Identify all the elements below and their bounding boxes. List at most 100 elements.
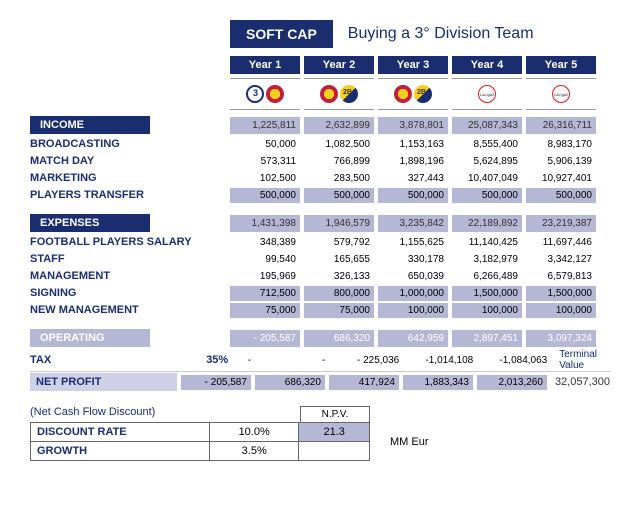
cell-value: 1,500,000 — [526, 286, 596, 301]
discount-rate-label: DISCOUNT RATE — [31, 423, 210, 441]
cell-value: 165,655 — [304, 252, 374, 267]
cell-value: - 205,587 — [181, 375, 251, 390]
cell-value: 50,000 — [230, 137, 300, 152]
cell-value: 573,311 — [230, 154, 300, 169]
cell-value: 1,155,625 — [378, 235, 448, 250]
total-value: 3,878,801 — [378, 117, 448, 134]
year-header: Year 4 — [452, 56, 522, 74]
cell-value: - — [259, 353, 329, 368]
cell-value: 11,140,425 — [452, 235, 522, 250]
row-label: MANAGEMENT — [30, 268, 230, 284]
npv-unit: MM Eur — [390, 436, 429, 448]
cell-value: 327,443 — [378, 171, 448, 186]
total-value: 25,087,343 — [452, 117, 522, 134]
cell-value: 1,898,196 — [378, 154, 448, 169]
cell-value: 75,000 — [304, 303, 374, 318]
cell-value: 11,697,446 — [526, 235, 596, 250]
cell-value: 102,500 — [230, 171, 300, 186]
cell-value: 283,500 — [304, 171, 374, 186]
total-value: 23,219,387 — [526, 215, 596, 232]
cell-value: 5,624,895 — [452, 154, 522, 169]
cell-value: 686,320 — [255, 375, 325, 390]
npv-result: 21.3 — [299, 423, 369, 441]
cell-value: 3,182,979 — [452, 252, 522, 267]
total-value: 1,946,579 — [304, 215, 374, 232]
cell-value: 417,924 — [329, 375, 399, 390]
total-value: 3,235,842 — [378, 215, 448, 232]
year-header: Year 3 — [378, 56, 448, 74]
cell-value: 642,959 — [378, 330, 448, 347]
cell-value: 1,883,343 — [403, 375, 473, 390]
cell-value: 100,000 — [378, 303, 448, 318]
cell-value: 500,000 — [230, 188, 300, 203]
row-label: NEW MANAGEMENT — [30, 302, 230, 318]
cell-value: 330,178 — [378, 252, 448, 267]
year-headers: Year 1Year 2Year 3Year 4Year 5 — [230, 56, 610, 74]
page-title: Buying a 3° Division Team — [348, 25, 534, 43]
tax-pct: 35% — [206, 354, 228, 366]
row-label: BROADCASTING — [30, 136, 230, 152]
total-value: 22,189,892 — [452, 215, 522, 232]
year-header: Year 2 — [304, 56, 374, 74]
cell-value: 712,500 — [230, 286, 300, 301]
cell-value: 6,579,813 — [526, 269, 596, 284]
row-label: SIGNING — [30, 285, 230, 301]
cell-value: - 205,587 — [230, 330, 300, 347]
npv-title: (Net Cash Flow Discount) — [30, 406, 300, 420]
npv-header: N.P.V. — [300, 406, 370, 422]
row-label: STAFF — [30, 251, 230, 267]
cell-value: 500,000 — [304, 188, 374, 203]
cell-value: 500,000 — [526, 188, 596, 203]
section-label: EXPENSES — [30, 214, 150, 232]
cell-value: 8,983,170 — [526, 137, 596, 152]
soft-cap-badge: SOFT CAP — [230, 20, 333, 48]
cell-value: 1,000,000 — [378, 286, 448, 301]
cell-value: 348,389 — [230, 235, 300, 250]
cell-value: 100,000 — [452, 303, 522, 318]
cell-value: 99,540 — [230, 252, 300, 267]
row-label: MATCH DAY — [30, 153, 230, 169]
cell-value: 650,039 — [378, 269, 448, 284]
net-profit-label: NET PROFIT — [30, 373, 177, 391]
row-label: PLAYERS TRANSFER — [30, 187, 230, 203]
cell-value: 1,500,000 — [452, 286, 522, 301]
npv-table: DISCOUNT RATE 10.0% 21.3 GROWTH 3.5% — [30, 422, 370, 461]
total-value: 2,632,899 — [304, 117, 374, 134]
cell-value: 195,969 — [230, 269, 300, 284]
cell-value: 2,013,260 — [477, 375, 547, 390]
cell-value: - 225,036 — [333, 353, 403, 368]
cell-value: 3,342,127 — [526, 252, 596, 267]
cell-value: 326,133 — [304, 269, 374, 284]
cell-value: 1,153,163 — [378, 137, 448, 152]
cell-value: 100,000 — [526, 303, 596, 318]
row-label: FOOTBALL PLAYERS SALARY — [30, 234, 230, 250]
total-value: 1,431,398 — [230, 215, 300, 232]
terminal-value-label: Terminal Value — [559, 349, 610, 371]
row-label: MARKETING — [30, 170, 230, 186]
total-value: 1,225,811 — [230, 117, 300, 134]
cell-value: -1,084,063 — [481, 353, 551, 368]
tax-label: TAX — [30, 354, 51, 366]
year-header: Year 1 — [230, 56, 300, 74]
cell-value: 10,407,049 — [452, 171, 522, 186]
cell-value: 5,906,139 — [526, 154, 596, 169]
operating-label: OPERATING — [30, 329, 150, 347]
terminal-value: 32,057,300 — [555, 376, 610, 388]
cell-value: 2,897,451 — [452, 330, 522, 347]
growth-value: 3.5% — [210, 442, 299, 460]
cell-value: 800,000 — [304, 286, 374, 301]
cell-value: -1,014,108 — [407, 353, 477, 368]
cell-value: 6,266,489 — [452, 269, 522, 284]
cell-value: 579,792 — [304, 235, 374, 250]
year-header: Year 5 — [526, 56, 596, 74]
cell-value: 1,082,500 — [304, 137, 374, 152]
total-value: 26,316,711 — [526, 117, 596, 134]
section-label: INCOME — [30, 116, 150, 134]
cell-value: 10,927,401 — [526, 171, 596, 186]
discount-rate-value: 10.0% — [210, 423, 299, 441]
division-badges — [230, 78, 610, 110]
growth-label: GROWTH — [31, 442, 210, 460]
cell-value: 500,000 — [452, 188, 522, 203]
cell-value: 686,320 — [304, 330, 374, 347]
cell-value: 766,899 — [304, 154, 374, 169]
